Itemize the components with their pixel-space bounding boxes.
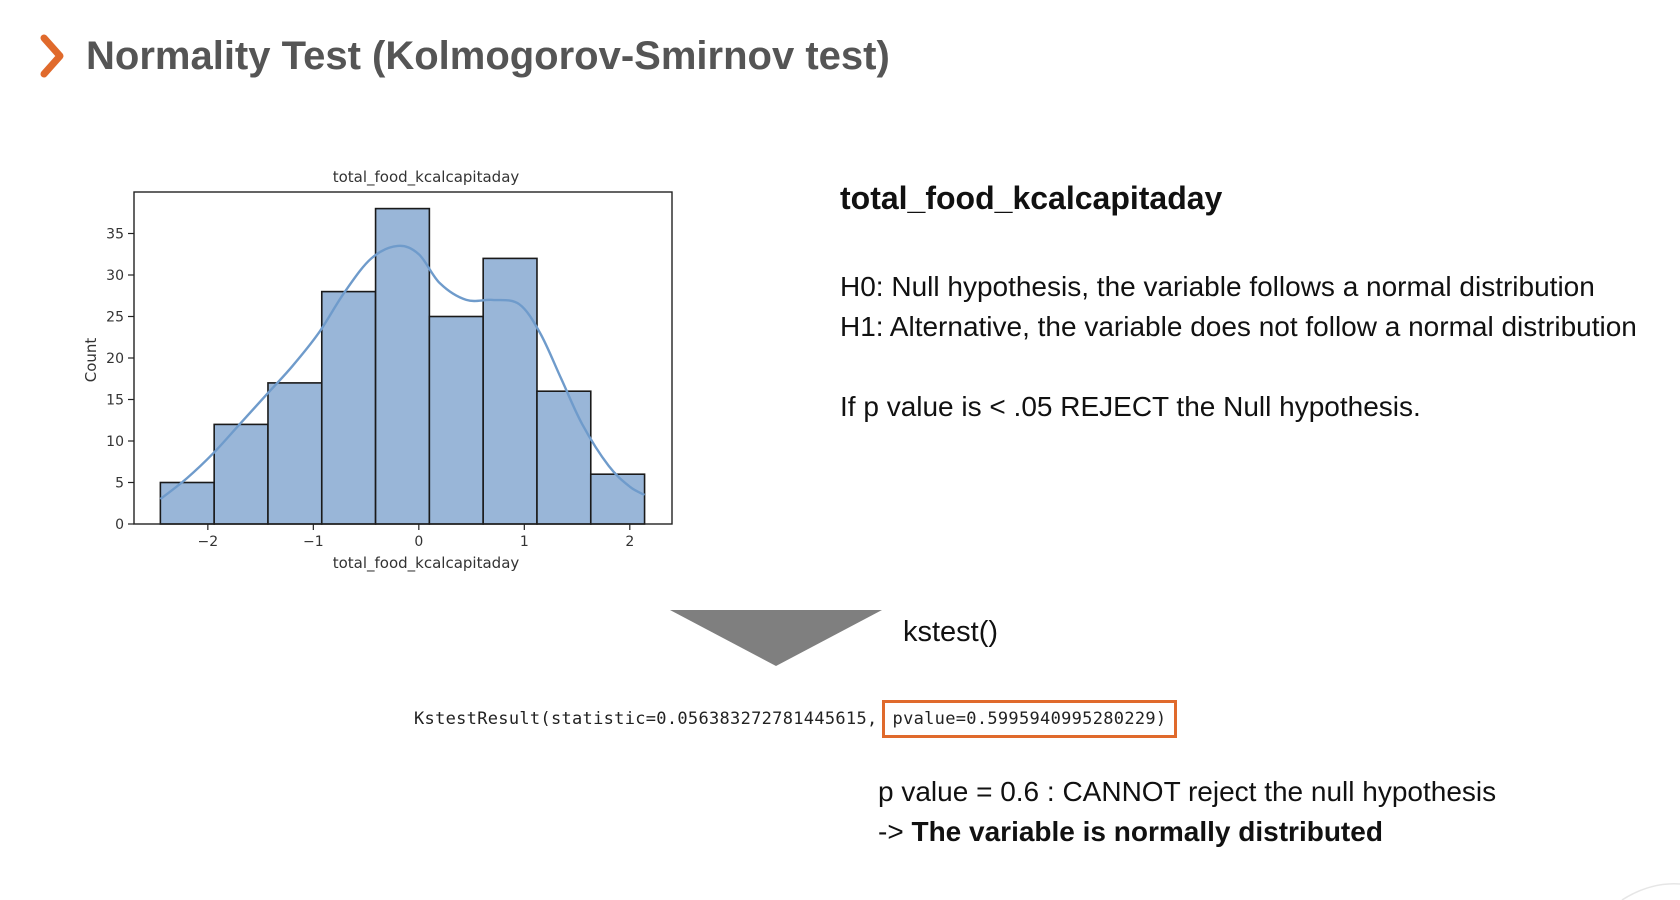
histogram-bar (589, 473, 646, 525)
histogram-bar (320, 290, 377, 525)
kstest-statistic-text: KstestResult(statistic=0.056383272781445… (414, 709, 878, 729)
conclusion-bold-text: The variable is normally distributed (911, 816, 1383, 847)
null-hypothesis-text: H0: Null hypothesis, the variable follow… (840, 271, 1595, 302)
variable-heading: total_food_kcalcapitaday (840, 180, 1223, 216)
down-arrow-icon (670, 610, 882, 666)
conclusion-arrow-text: -> (878, 816, 912, 847)
x-tick-label: 0 (414, 534, 423, 550)
alternative-hypothesis-text: H1: Alternative, the variable does not f… (840, 311, 1637, 342)
histogram-bar (536, 390, 592, 525)
x-tick-label: −1 (303, 534, 324, 550)
y-tick-label: 15 (106, 393, 124, 409)
chevron-right-icon (40, 34, 64, 78)
page-title: Normality Test (Kolmogorov-Smirnov test) (86, 33, 890, 78)
conclusion-line-1: p value = 0.6 : CANNOT reject the null h… (878, 776, 1497, 807)
kde-layer (159, 244, 646, 501)
kde-line (159, 244, 646, 501)
pvalue-highlight: pvalue=0.5995940995280229) (881, 700, 1178, 738)
histogram-bar (213, 423, 269, 525)
y-tick-label: 0 (115, 517, 124, 533)
y-tick-label: 20 (106, 351, 124, 367)
function-label: kstest() (903, 616, 999, 648)
x-tick-label: −2 (198, 534, 219, 550)
chart-ylabel: Count (82, 338, 100, 383)
kstest-result: KstestResult(statistic=0.056383272781445… (414, 700, 1178, 738)
y-tick-label: 5 (115, 476, 124, 492)
conclusion: p value = 0.6 : CANNOT reject the null h… (878, 772, 1496, 852)
y-tick-label: 10 (106, 434, 124, 450)
slide-header: Normality Test (Kolmogorov-Smirnov test) (38, 26, 890, 86)
y-tick-label: 35 (106, 227, 124, 243)
histogram-bar (267, 382, 323, 525)
corner-decoration (1621, 883, 1680, 900)
histogram-bar (482, 257, 538, 525)
histogram-bar (428, 315, 484, 525)
x-tick-label: 2 (625, 534, 634, 550)
histogram-chart: total_food_kcalcapitaday total_food_kcal… (78, 160, 728, 580)
y-tick-label: 30 (106, 268, 124, 284)
decision-rule-text: If p value is < .05 REJECT the Null hypo… (840, 391, 1421, 422)
conclusion-line-2: -> The variable is normally distributed (878, 812, 1496, 852)
histogram-bar (159, 481, 215, 525)
histogram-bar (374, 207, 431, 525)
chart-title: total_food_kcalcapitaday (333, 168, 520, 187)
bars-layer (159, 207, 646, 525)
x-tick-label: 1 (520, 534, 529, 550)
y-tick-label: 25 (106, 310, 124, 326)
histogram-svg: total_food_kcalcapitaday total_food_kcal… (82, 168, 673, 573)
chart-xlabel: total_food_kcalcapitaday (333, 554, 520, 573)
hypothesis-panel: total_food_kcalcapitaday H0: Null hypoth… (840, 180, 1640, 427)
